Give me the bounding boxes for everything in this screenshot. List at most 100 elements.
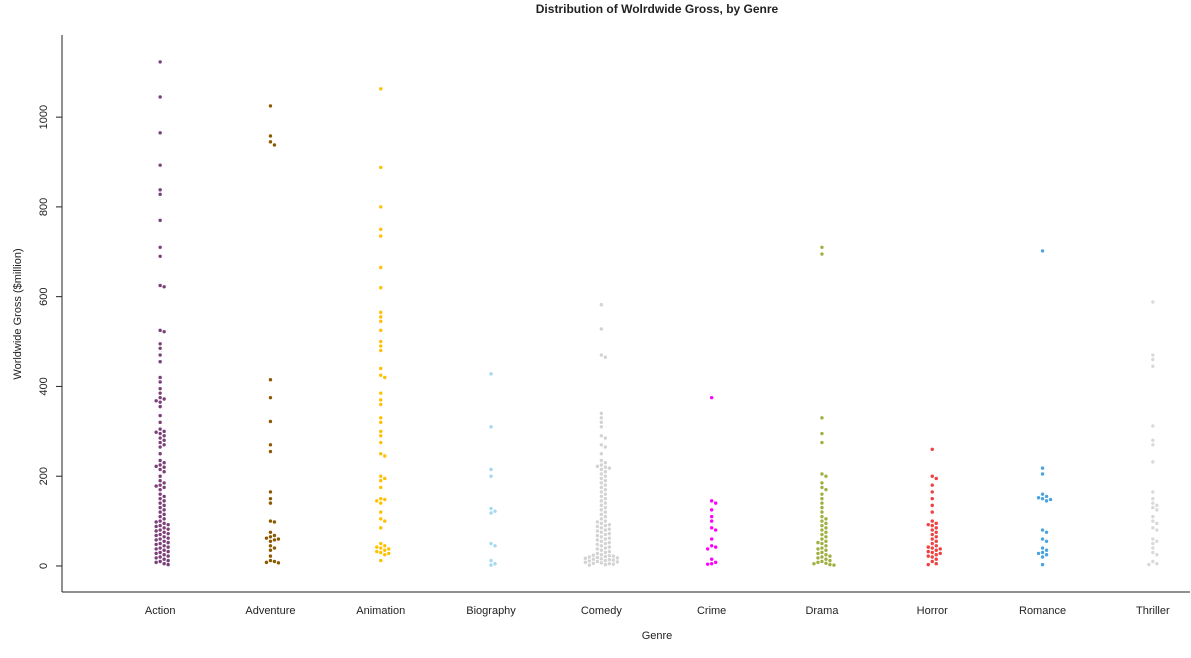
point [1151,505,1155,510]
point [379,496,383,501]
point [158,95,162,99]
point [1151,519,1155,523]
point [930,537,934,541]
point [379,452,383,456]
point [158,510,162,514]
point [1040,555,1045,559]
point [158,528,162,532]
point [595,551,600,556]
point [1040,249,1045,253]
point [166,558,170,563]
point [599,434,604,438]
point [383,519,387,523]
point [709,508,714,512]
point [828,554,832,558]
x-tick-label: Horror [917,605,949,617]
point [158,245,162,249]
point [489,558,493,563]
point [930,490,934,494]
point [934,562,938,566]
y-axis-label: Worldwide Gross ($million) [12,248,24,379]
point [1155,553,1159,557]
point [599,472,604,476]
x-tick-label: Comedy [581,605,622,617]
point [607,522,612,527]
point [934,544,938,548]
point [158,328,162,333]
point [611,558,616,562]
point [587,563,592,567]
point [709,526,714,530]
point [595,533,600,538]
point [591,561,596,565]
point [824,535,828,539]
x-tick-label: Drama [805,605,839,617]
point [709,562,714,566]
point [587,555,592,559]
point [595,464,600,469]
point [158,523,162,528]
point [166,531,170,536]
point [926,545,930,549]
point [268,530,273,535]
point [603,470,608,474]
point [158,463,162,467]
point [820,523,824,528]
point [158,537,162,541]
point [166,549,170,554]
point [820,440,824,445]
y-tick-label: 600 [38,287,50,305]
point [1151,443,1155,447]
point [713,501,718,505]
point [583,560,588,565]
point [272,533,277,538]
point [599,481,604,485]
point [162,553,166,557]
point [599,557,604,561]
point [1040,537,1045,541]
point [162,499,166,503]
point [820,559,824,564]
point [162,443,166,447]
x-tick-label: Crime [697,605,726,617]
point [379,510,383,514]
point [930,532,934,537]
point [607,466,612,470]
point [1151,541,1155,546]
point [1040,466,1045,470]
point [379,478,383,483]
point [599,535,604,539]
point [599,458,604,463]
x-tick-label: Adventure [245,605,295,617]
point [162,530,166,535]
point [713,545,718,549]
point [926,554,930,558]
point [1040,562,1045,567]
point [379,434,383,438]
point [379,328,383,333]
point [272,559,277,564]
point [158,404,162,409]
point [603,465,608,469]
point [603,519,608,523]
point [379,391,383,395]
point [158,492,162,496]
point [162,562,166,566]
point [599,327,604,331]
point [607,562,612,566]
point [489,563,493,567]
point [603,501,608,505]
point [268,104,273,108]
point [599,303,604,307]
point [595,538,600,542]
point [379,517,383,521]
point [705,547,710,551]
point [493,509,497,513]
point [158,420,162,425]
point [264,560,269,565]
point [824,544,828,548]
point [158,440,162,445]
x-tick-label: Romance [1019,605,1066,617]
point [379,319,383,324]
